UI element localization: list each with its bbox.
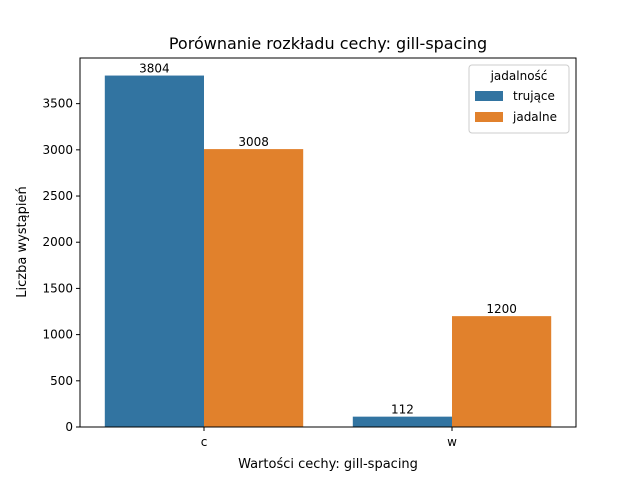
data-label-jadalne-c: 3008 [238, 135, 269, 149]
x-axis-label: Wartości cechy: gill-spacing [238, 457, 418, 472]
legend-swatch-trujące [475, 91, 503, 101]
y-tick-label: 3500 [42, 97, 73, 111]
y-tick-label: 3000 [42, 143, 73, 157]
y-tick-label: 2000 [42, 235, 73, 249]
y-tick-label: 1000 [42, 328, 73, 342]
legend-title: jadalność [490, 69, 548, 83]
bar-trujące-w [352, 416, 452, 427]
data-label-trujące-c: 3804 [139, 62, 170, 76]
legend: jadalność trujące jadalne [468, 64, 570, 134]
y-tick-label: 2500 [42, 189, 73, 203]
bar-jadalne-w [452, 316, 552, 427]
legend-label-trujące: trujące [513, 89, 555, 103]
legend-label-jadalne: jadalne [512, 110, 557, 124]
x-tick-label: w [447, 435, 457, 449]
bar-trujące-c [104, 75, 204, 427]
x-tick-label: c [201, 435, 208, 449]
data-label-trujące-w: 112 [391, 403, 414, 417]
y-axis-label: Liczba wystąpień [15, 186, 30, 297]
y-tick-label: 500 [50, 374, 73, 388]
y-tick-label: 1500 [42, 281, 73, 295]
y-tick-label: 0 [65, 420, 73, 434]
data-label-jadalne-w: 1200 [486, 302, 517, 316]
bar-jadalne-c [204, 149, 304, 427]
chart-title: Porównanie rozkładu cechy: gill-spacing [169, 34, 487, 53]
plot-area: 3804 112 3008 1200 0 500 1000 1500 2000 2500 3000 3… [42, 57, 577, 449]
legend-swatch-jadalne [475, 112, 503, 122]
